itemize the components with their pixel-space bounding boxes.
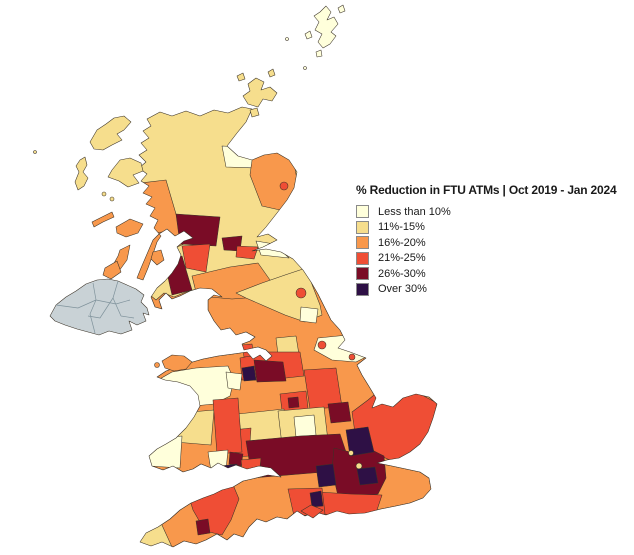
region-small-isles: [109, 196, 115, 202]
legend-label: 16%-20%: [378, 236, 426, 249]
region-orkney: [242, 77, 278, 108]
legend-swatch-over-30-icon: [356, 282, 369, 296]
region-shetland: [304, 30, 313, 40]
region-skye: [107, 157, 144, 188]
region-anglesey: [154, 362, 160, 368]
region-orkney: [249, 107, 260, 118]
region-london-speck-1: [348, 450, 354, 456]
region-aberdeen-city: [279, 181, 289, 191]
region-mull: [115, 218, 144, 238]
region-london-core: [356, 466, 379, 486]
region-york: [317, 340, 327, 350]
region-northumberland: [235, 267, 323, 323]
region-glasgow: [175, 213, 221, 247]
region-lanarkshire: [181, 243, 211, 273]
region-durham: [299, 306, 319, 324]
legend-label: 21%-25%: [378, 252, 426, 265]
region-shetland: [313, 5, 339, 49]
northern-ireland-county-borders: [55, 280, 135, 334]
legend-item: 11%-15%: [356, 220, 616, 236]
northern-ireland-group: [49, 278, 150, 336]
region-shetland: [337, 4, 346, 14]
region-valleys: [228, 451, 244, 467]
region-anglesey: [161, 354, 193, 372]
region-st-kilda: [33, 150, 37, 154]
legend-swatch-21-25-icon: [356, 251, 369, 265]
region-wirral: [241, 365, 257, 382]
region-london-speck-2: [355, 462, 363, 470]
region-shetland: [315, 49, 323, 58]
legend: % Reduction in FTU ATMs | Oct 2019 - Jan…: [356, 183, 617, 298]
legend-item: 16%-20%: [356, 235, 616, 251]
region-lewis: [89, 115, 132, 151]
legend-item: Less than 10%: [356, 204, 616, 220]
region-cardiff: [240, 457, 262, 478]
legend-label: Less than 10%: [378, 205, 451, 218]
region-coll-tiree: [91, 211, 115, 228]
legend-label: 26%-30%: [378, 267, 426, 280]
region-arran: [150, 249, 165, 266]
region-fair-isle: [303, 66, 307, 70]
region-portsmouth: [309, 490, 324, 508]
legend-swatch-26-30-icon: [356, 267, 369, 281]
region-aberystwyth: [212, 397, 243, 455]
region-orkney: [236, 72, 246, 82]
legend-item: 26%-30%: [356, 266, 616, 282]
region-newcastle: [295, 287, 307, 299]
region-south-coast: [317, 491, 383, 517]
region-fair-isle: [285, 37, 289, 41]
region-plymouth: [195, 518, 211, 536]
region-peterborough: [327, 401, 352, 424]
region-orkney: [267, 68, 276, 78]
legend-swatch-11-15-icon: [356, 220, 369, 234]
region-isle-of-wight: [300, 504, 324, 519]
legend-label: 11%-15%: [378, 221, 425, 234]
region-mid-wales: [225, 371, 243, 391]
region-birmingham-core: [287, 396, 300, 409]
region-uist: [74, 156, 89, 191]
region-sheffield-notts: [303, 367, 343, 410]
legend-swatch-less-than-10-icon: [356, 205, 369, 219]
region-luton: [345, 426, 375, 457]
legend-title: % Reduction in FTU ATMs | Oct 2019 - Jan…: [356, 183, 617, 197]
region-blackpool: [241, 343, 255, 358]
region-edinburgh: [235, 245, 259, 260]
region-swansea: [220, 463, 240, 481]
region-southampton: [315, 463, 337, 488]
region-oxford-core: [293, 414, 317, 438]
region-small-isles: [101, 191, 107, 197]
region-hull: [348, 353, 356, 361]
region-northern-ireland: [49, 278, 150, 336]
region-pembrokeshire: [143, 435, 183, 469]
region-liverpool: [253, 359, 287, 383]
legend-item: Over 30%: [356, 282, 616, 298]
legend-label: Over 30%: [378, 283, 427, 296]
legend-swatch-16-20-icon: [356, 236, 369, 250]
legend-item: 21%-25%: [356, 251, 616, 267]
region-islay: [102, 260, 122, 280]
